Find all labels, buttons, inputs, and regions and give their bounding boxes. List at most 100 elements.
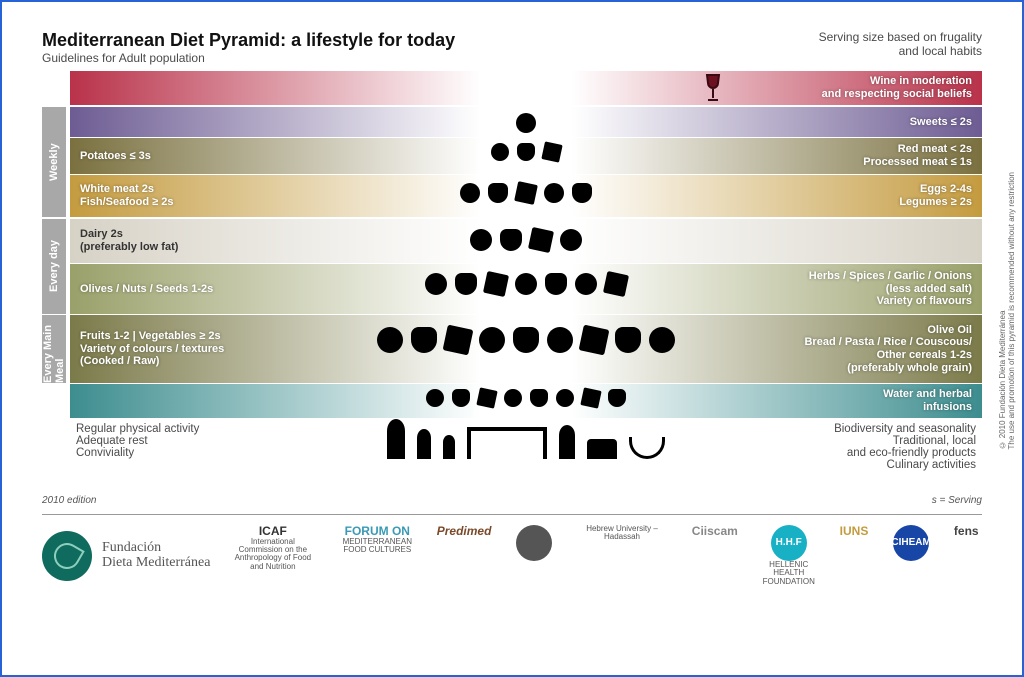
partner-logo-forum: FORUM ONMEDITERRANEAN FOOD CULTURES	[343, 525, 412, 554]
food-silhouette-icon	[476, 387, 497, 408]
partner-logo-mark: FORUM ON	[345, 525, 410, 538]
partner-logo-mark: H.H.F	[771, 525, 807, 561]
partner-logo-mark: ICAF	[259, 525, 287, 538]
food-silhouette-icon	[504, 389, 522, 407]
food-silhouette-icon	[483, 271, 509, 297]
partner-logo-upm	[516, 525, 552, 561]
partner-logo-sub: Hebrew University – Hadassah	[577, 525, 667, 542]
partner-logo-hebrew: Hebrew University – Hadassah	[577, 525, 667, 542]
food-silhouette-icon	[580, 387, 601, 408]
partner-logo-mark: Ciiscam	[692, 525, 738, 538]
food-silhouette-icon	[528, 227, 554, 253]
band-right-label: Sweets ≤ 2s	[526, 116, 972, 129]
partner-logo-mark: CIHEAM	[893, 525, 929, 561]
food-silhouette-icon	[491, 143, 509, 161]
food-silhouette-icon	[547, 327, 573, 353]
base-lifestyle-row: Regular physical activity Adequate rest …	[70, 419, 982, 479]
silhouette-person-icon	[559, 425, 575, 459]
food-silhouette-icon	[488, 183, 508, 203]
food-silhouette-row	[425, 273, 627, 295]
header-left: Mediterranean Diet Pyramid: a lifestyle …	[42, 30, 455, 65]
page-title: Mediterranean Diet Pyramid: a lifestyle …	[42, 30, 455, 51]
food-silhouette-icon	[455, 273, 477, 295]
food-silhouette-icon	[575, 273, 597, 295]
band-right-label: Eggs 2-4s Legumes ≥ 2s	[526, 183, 972, 208]
copyright-text: © 2010 Fundación Dieta Mediterránea The …	[998, 172, 1016, 449]
partner-logo-mark: IUNS	[840, 525, 869, 538]
food-silhouette-icon	[544, 183, 564, 203]
edition-row: 2010 edition s = Serving	[42, 495, 982, 506]
partner-logo-ciheam: CIHEAM	[893, 525, 929, 561]
food-silhouette-icon	[649, 327, 675, 353]
frequency-label: Every Main Meal	[42, 315, 66, 383]
silhouette-basket-icon	[629, 437, 665, 459]
primary-org-name: Fundación Dieta Mediterránea	[102, 541, 210, 570]
band-right-label: Wine in moderation and respecting social…	[526, 75, 972, 100]
header: Mediterranean Diet Pyramid: a lifestyle …	[42, 30, 982, 65]
food-silhouette-icon	[545, 273, 567, 295]
partner-logo-predimed: Predimed	[437, 525, 492, 538]
food-silhouette-icon	[515, 273, 537, 295]
food-silhouette-icon	[514, 181, 538, 205]
food-silhouette-icon	[572, 183, 592, 203]
food-silhouette-row	[491, 143, 561, 161]
food-silhouette-icon	[541, 141, 562, 162]
food-silhouette-icon	[608, 389, 626, 407]
footer-divider	[42, 514, 982, 515]
partner-logo-hhf: H.H.FHELLENIC HEALTH FOUNDATION	[763, 525, 815, 586]
primary-org-logo: Fundación Dieta Mediterránea	[42, 531, 210, 581]
serving-note: Serving size based on frugality and loca…	[819, 30, 982, 58]
partner-logo-sub: HELLENIC HEALTH FOUNDATION	[763, 561, 815, 586]
partner-logo-mark: fens	[954, 525, 979, 538]
food-silhouette-icon	[377, 327, 403, 353]
food-silhouette-icon	[426, 389, 444, 407]
food-silhouette-icon	[530, 389, 548, 407]
silhouette-person-icon	[387, 419, 405, 459]
food-silhouette-icon	[579, 325, 610, 356]
frequency-label: Every day	[42, 219, 66, 314]
silhouette-pot-icon	[587, 439, 617, 459]
partner-logo-sub: International Commission on the Anthropo…	[228, 538, 318, 572]
food-silhouette-icon	[560, 229, 582, 251]
food-silhouette-icon	[425, 273, 447, 295]
food-silhouette-row	[377, 327, 675, 353]
band-left-label: Dairy 2s (preferably low fat)	[80, 228, 526, 253]
wine-glass-icon	[704, 73, 722, 106]
partner-logo-iuns: IUNS	[840, 525, 869, 538]
food-silhouette-icon	[513, 327, 539, 353]
food-silhouette-icon	[500, 229, 522, 251]
logo-row: Fundación Dieta Mediterránea ICAFInterna…	[42, 525, 982, 586]
lifestyle-silhouettes	[387, 419, 665, 459]
fdm-leaf-icon	[42, 531, 92, 581]
partner-logo-ciiscam: Ciiscam	[692, 525, 738, 538]
food-silhouette-icon	[603, 271, 629, 297]
partner-logo-mark: Predimed	[437, 525, 492, 538]
food-silhouette-icon	[556, 389, 574, 407]
edition-label: 2010 edition	[42, 495, 97, 506]
lifestyle-right: Biodiversity and seasonality Traditional…	[834, 423, 976, 471]
food-silhouette-icon	[479, 327, 505, 353]
food-silhouette-icon	[443, 325, 474, 356]
food-silhouette-icon	[411, 327, 437, 353]
frequency-label: Weekly	[42, 107, 66, 217]
food-silhouette-icon	[517, 143, 535, 161]
band-left-label: Potatoes ≤ 3s	[80, 150, 526, 163]
food-silhouette-icon	[460, 183, 480, 203]
food-silhouette-icon	[615, 327, 641, 353]
food-silhouette-icon	[516, 113, 536, 133]
partner-logo-fens: fens	[954, 525, 979, 538]
pyramid-area: Wine in moderation and respecting social…	[70, 71, 982, 491]
serving-abbr: s = Serving	[932, 495, 982, 506]
infographic-frame: Mediterranean Diet Pyramid: a lifestyle …	[0, 0, 1024, 677]
band-wine: Wine in moderation and respecting social…	[70, 71, 982, 105]
food-silhouette-row	[516, 113, 536, 133]
food-silhouette-row	[426, 389, 626, 407]
silhouette-table-icon	[467, 427, 547, 459]
lifestyle-left: Regular physical activity Adequate rest …	[76, 423, 199, 459]
food-silhouette-row	[470, 229, 582, 251]
silhouette-person-icon	[443, 435, 455, 459]
food-silhouette-icon	[470, 229, 492, 251]
partner-logo-sub: MEDITERRANEAN FOOD CULTURES	[343, 538, 412, 555]
food-silhouette-row	[460, 183, 592, 203]
silhouette-person-icon	[417, 429, 431, 459]
